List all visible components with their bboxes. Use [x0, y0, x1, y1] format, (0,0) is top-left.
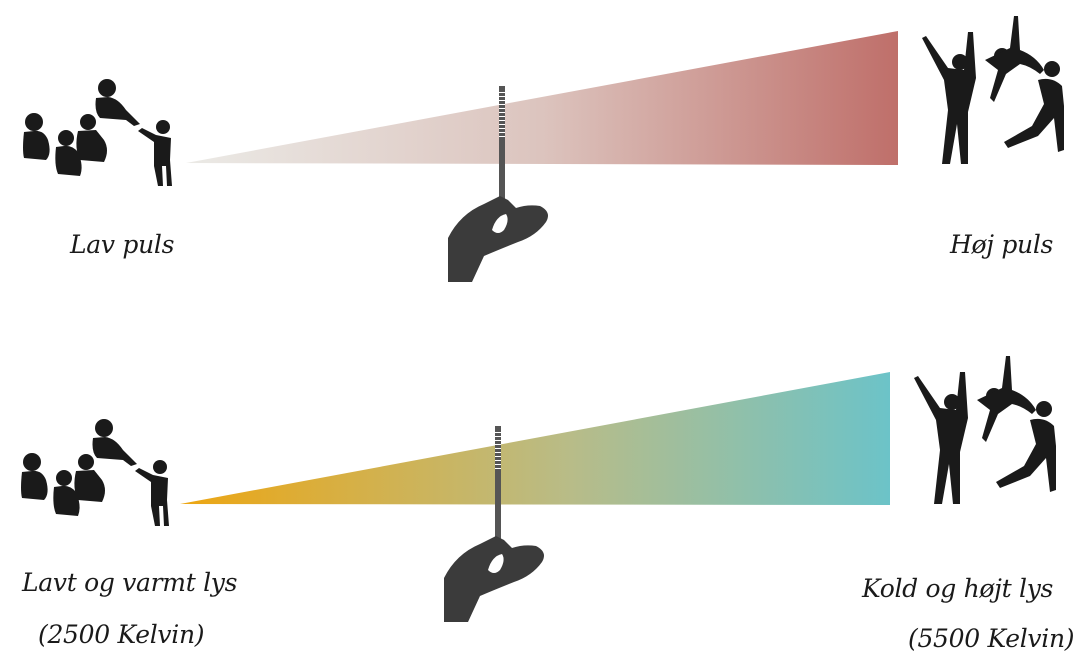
light-left-label: Lavt og varmt lys — [22, 568, 238, 597]
hand-slider-icon[interactable] — [448, 86, 548, 282]
pulse-scale: Lav puls Høj puls — [0, 0, 1085, 300]
pulse-right-label: Høj puls — [950, 230, 1054, 259]
calm-group-icon — [21, 419, 169, 526]
light-right-label: Kold og højt lys — [862, 574, 1054, 603]
pulse-gradient-wedge — [186, 31, 898, 165]
light-scale: Lavt og varmt lys (2500 Kelvin) Kold og … — [0, 340, 1085, 656]
light-right-sublabel: (5500 Kelvin) — [908, 624, 1075, 653]
light-scale-graphic — [21, 356, 1056, 622]
pulse-left-label: Lav puls — [70, 230, 175, 259]
energetic-group-icon — [922, 16, 1064, 164]
energetic-group-icon — [914, 356, 1056, 504]
pulse-scale-graphic — [23, 16, 1064, 282]
light-left-sublabel: (2500 Kelvin) — [38, 620, 205, 649]
calm-group-icon — [23, 79, 172, 186]
light-gradient-wedge — [180, 372, 890, 505]
hand-slider-icon[interactable] — [444, 426, 544, 622]
